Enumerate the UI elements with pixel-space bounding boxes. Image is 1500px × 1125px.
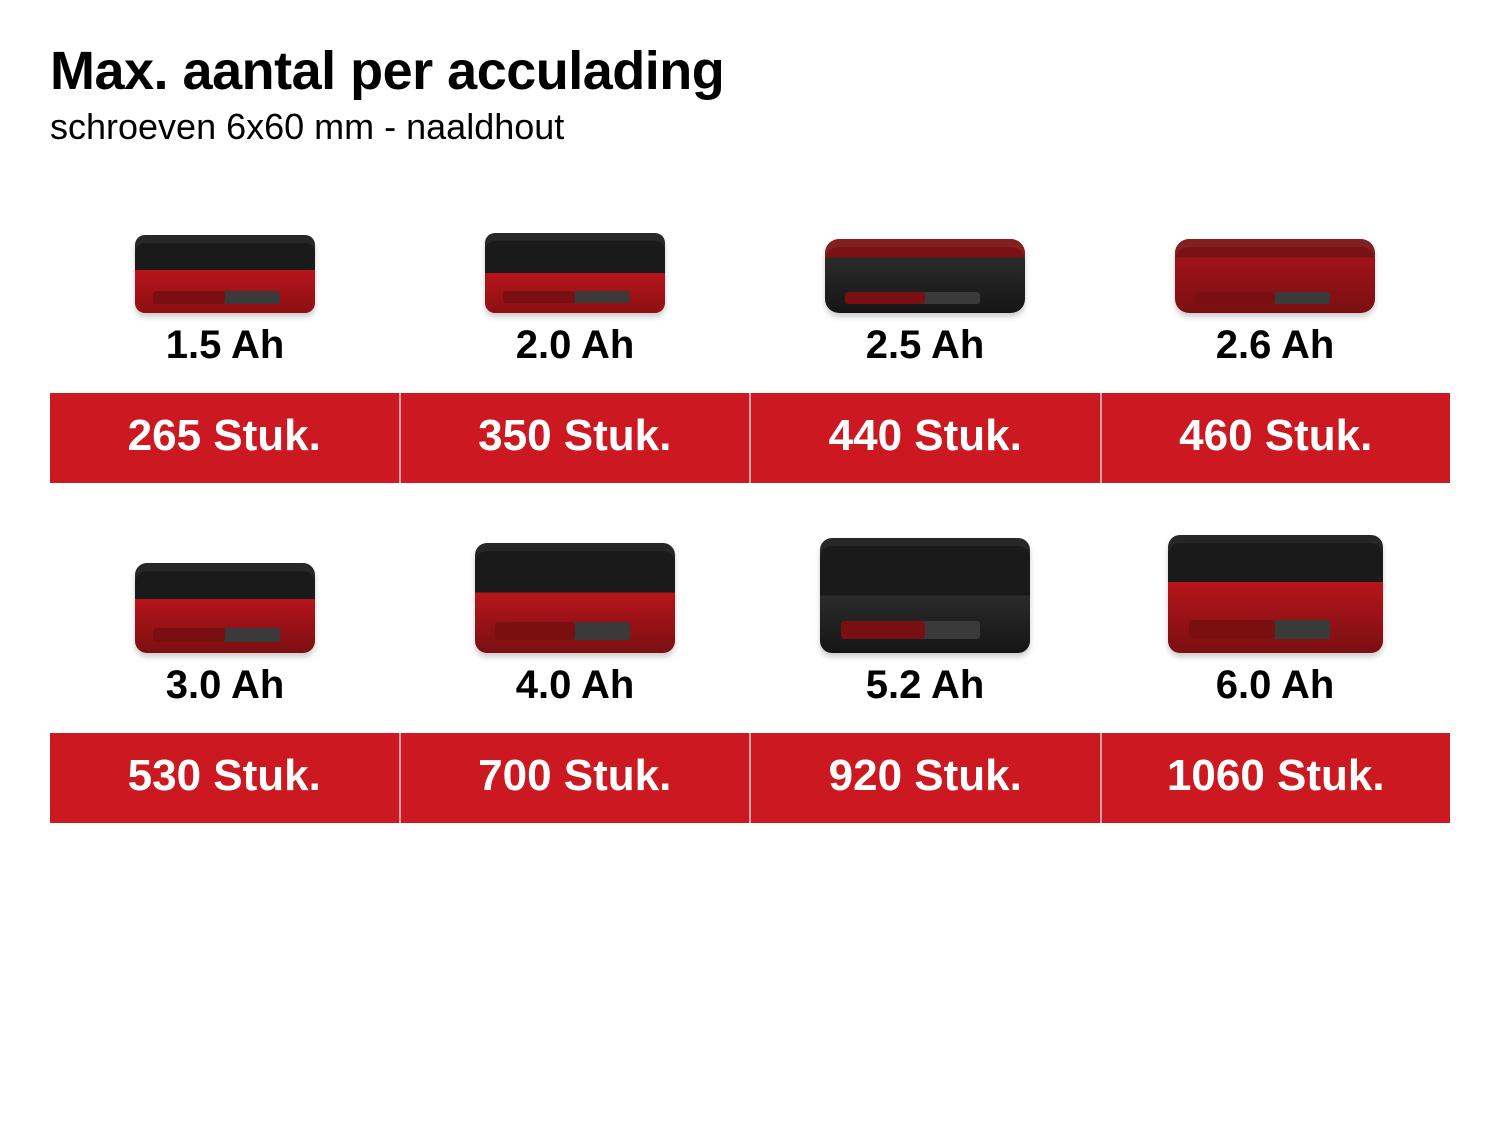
battery-icon [820, 523, 1030, 653]
value-cell: 530 Stuk. [50, 733, 401, 823]
battery-capacity: 5.2 Ah [866, 663, 985, 708]
value-cell: 920 Stuk. [751, 733, 1102, 823]
value-cell: 1060 Stuk. [1102, 733, 1451, 823]
battery-icon [135, 183, 315, 313]
battery-icon [485, 183, 665, 313]
battery-capacity: 2.6 Ah [1216, 323, 1335, 368]
battery-capacity: 3.0 Ah [166, 663, 285, 708]
battery-icon [475, 523, 675, 653]
page-title: Max. aantal per acculading [50, 40, 1450, 102]
battery-capacity: 1.5 Ah [166, 323, 285, 368]
battery-icon [825, 183, 1025, 313]
value-bar: 530 Stuk. 700 Stuk. 920 Stuk. 1060 Stuk. [50, 733, 1450, 823]
battery-row: 3.0 Ah 4.0 Ah 5.2 Ah 6.0 Ah [50, 523, 1450, 823]
battery-icon [1168, 523, 1383, 653]
value-cell: 350 Stuk. [401, 393, 752, 483]
battery-item: 6.0 Ah [1100, 523, 1450, 708]
battery-capacity: 2.0 Ah [516, 323, 635, 368]
battery-item: 4.0 Ah [400, 523, 750, 708]
battery-item: 2.0 Ah [400, 183, 750, 368]
battery-item: 1.5 Ah [50, 183, 400, 368]
page-subtitle: schroeven 6x60 mm - naaldhout [50, 106, 1450, 148]
value-bar: 265 Stuk. 350 Stuk. 440 Stuk. 460 Stuk. [50, 393, 1450, 483]
battery-items: 3.0 Ah 4.0 Ah 5.2 Ah 6.0 Ah [50, 523, 1450, 708]
battery-row: 1.5 Ah 2.0 Ah 2.5 Ah 2.6 Ah [50, 183, 1450, 483]
battery-item: 2.6 Ah [1100, 183, 1450, 368]
battery-icon [1175, 183, 1375, 313]
battery-capacity: 4.0 Ah [516, 663, 635, 708]
battery-capacity: 2.5 Ah [866, 323, 985, 368]
battery-items: 1.5 Ah 2.0 Ah 2.5 Ah 2.6 Ah [50, 183, 1450, 368]
value-cell: 460 Stuk. [1102, 393, 1451, 483]
battery-item: 3.0 Ah [50, 523, 400, 708]
value-cell: 440 Stuk. [751, 393, 1102, 483]
value-cell: 265 Stuk. [50, 393, 401, 483]
battery-item: 2.5 Ah [750, 183, 1100, 368]
value-cell: 700 Stuk. [401, 733, 752, 823]
battery-item: 5.2 Ah [750, 523, 1100, 708]
battery-capacity: 6.0 Ah [1216, 663, 1335, 708]
battery-icon [135, 523, 315, 653]
